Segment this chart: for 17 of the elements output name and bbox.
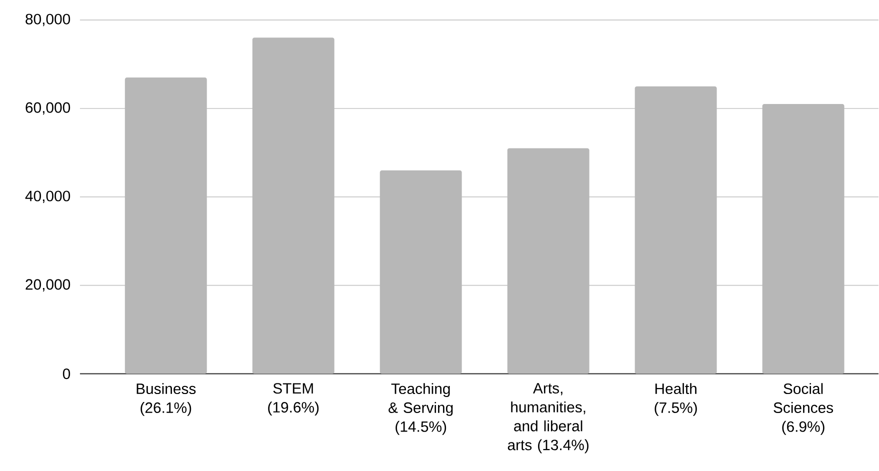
x-tick-label: Social Sciences (6.9%): [774, 383, 834, 435]
bar: [507, 148, 590, 374]
y-tick-label: 60,000: [26, 102, 70, 115]
x-tick-label: Arts, humanities, and liberal arts (13.4%): [508, 383, 588, 454]
y-tick-label: 40,000: [25, 190, 70, 204]
y-tick-label: 0: [62, 368, 70, 380]
y-tick-label: 80,000: [26, 14, 70, 26]
x-tick-label: Health (7.5%): [654, 383, 697, 416]
x-tick-label: Business (26.1%): [136, 383, 196, 416]
y-tick-label: 20,000: [26, 279, 70, 292]
bar: [252, 38, 334, 374]
bar: [762, 104, 844, 374]
x-tick-label: STEM (19.6%): [268, 383, 319, 416]
bar: [634, 86, 717, 374]
bar: [124, 78, 207, 374]
bar: [380, 170, 462, 374]
x-tick-label: Teaching & Serving (14.5%): [388, 383, 453, 435]
